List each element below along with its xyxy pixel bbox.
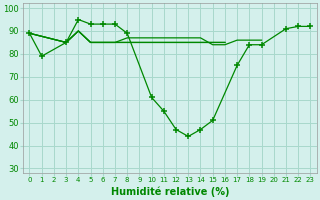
X-axis label: Humidité relative (%): Humidité relative (%) bbox=[111, 186, 229, 197]
